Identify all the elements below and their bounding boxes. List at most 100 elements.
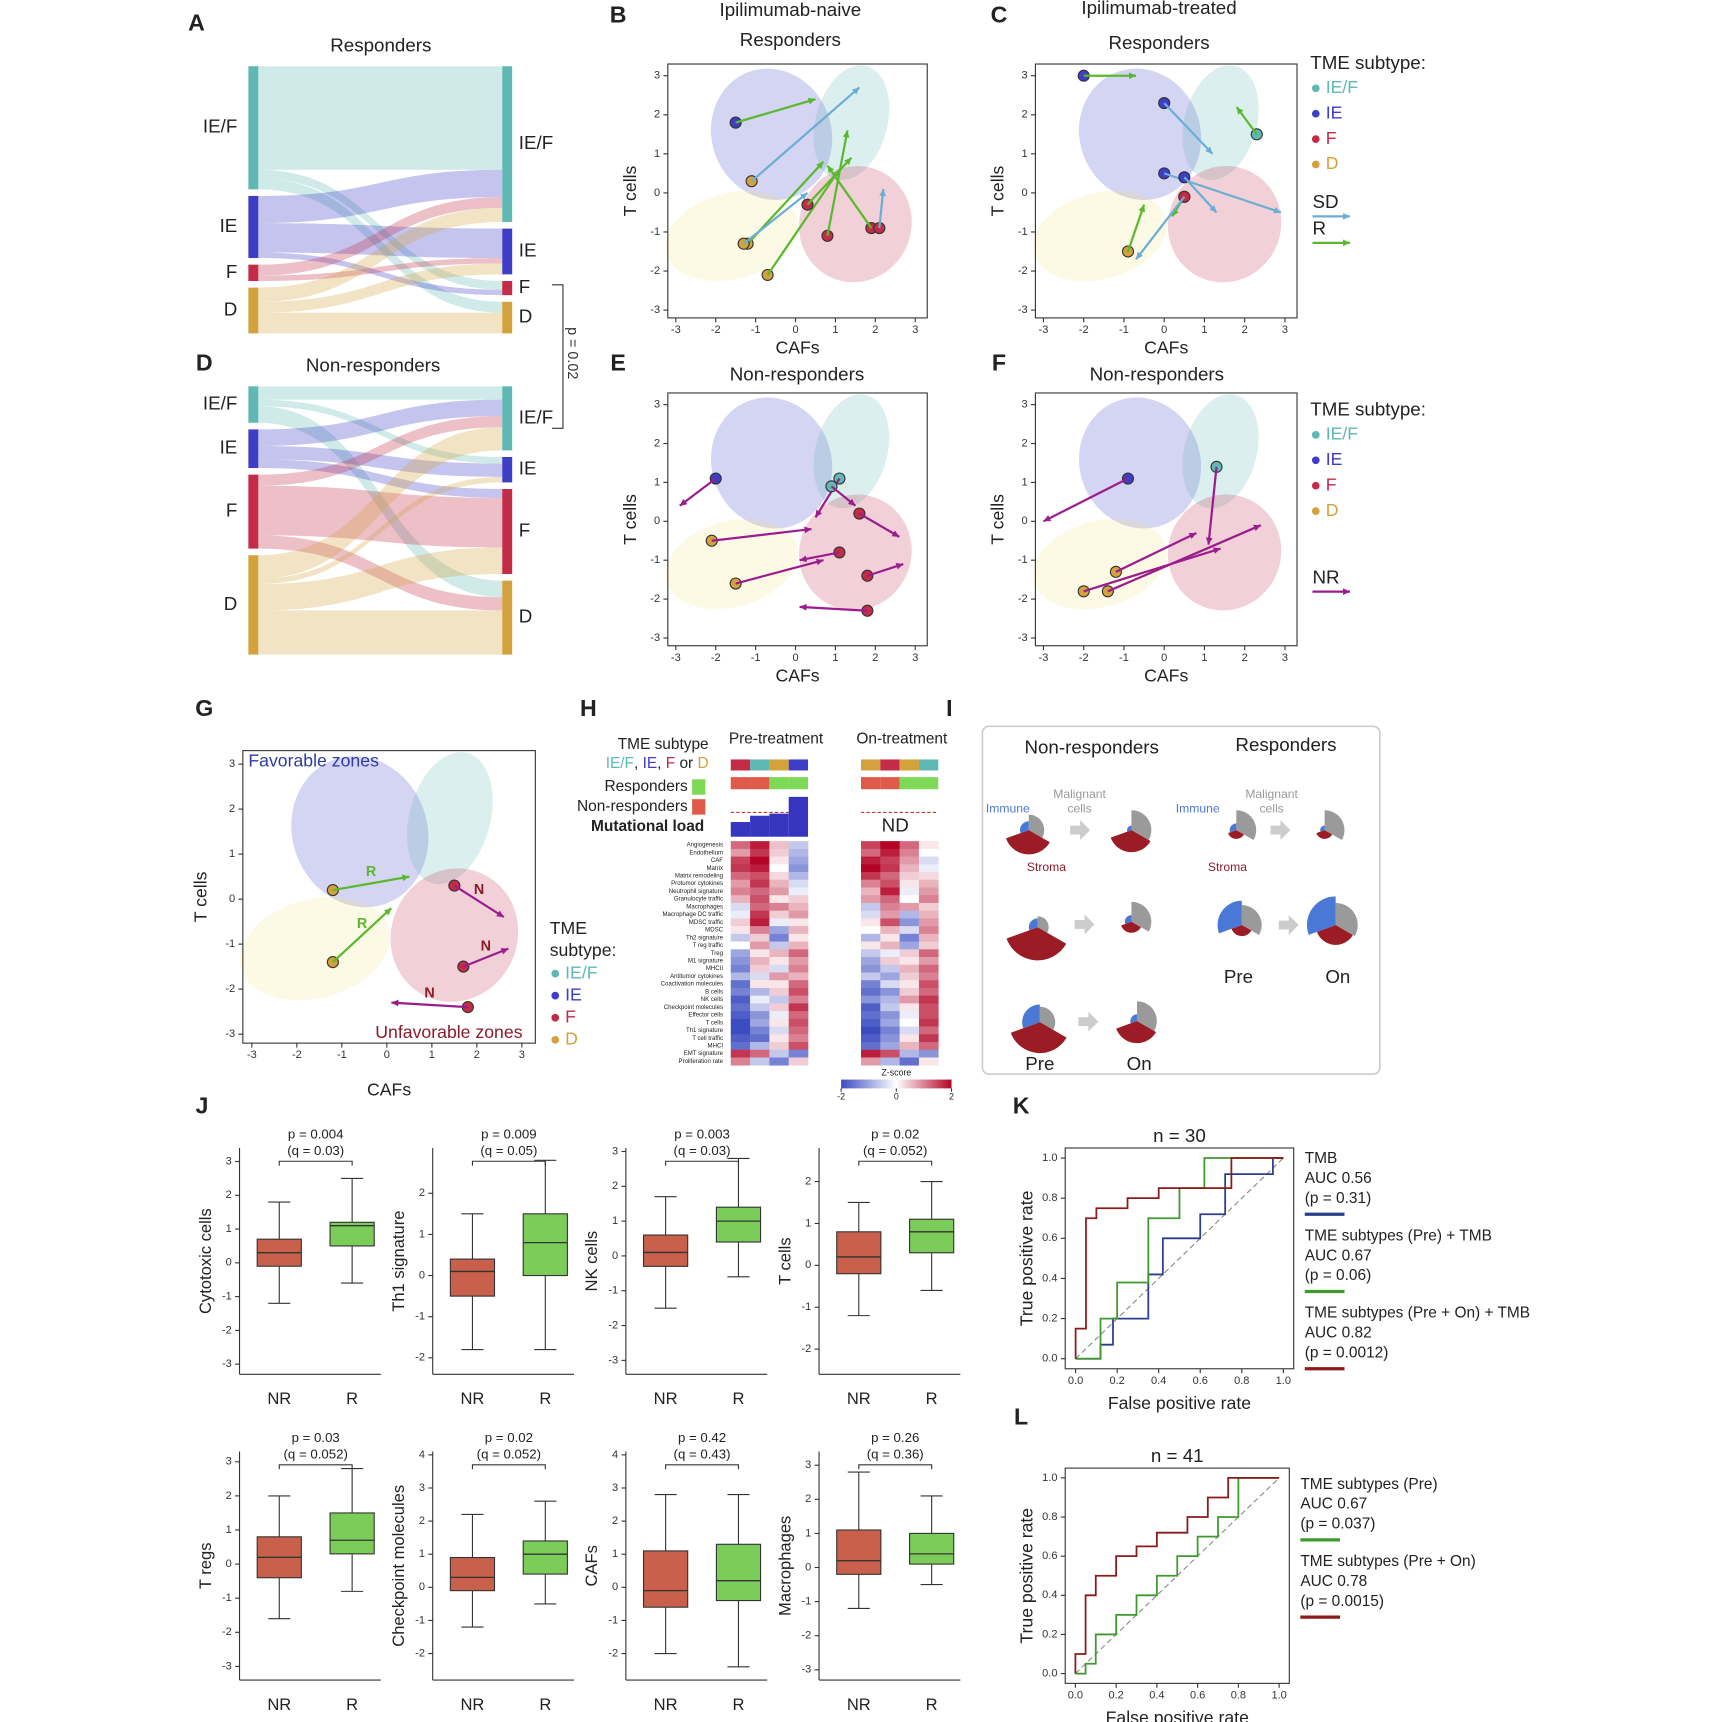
y-tick-label: 2 (229, 803, 235, 815)
heat-cell (880, 1026, 900, 1035)
legend-p: (p = 0.0015) (1300, 1593, 1384, 1610)
heat-cell (788, 1057, 809, 1066)
q-value: (q = 0.36) (867, 1446, 924, 1461)
node-label: IE (519, 458, 537, 479)
row-label: Effector cells (688, 1013, 723, 1019)
legend-label: TME subtypes (Pre + On) + TMB (1305, 1305, 1530, 1322)
heat-cell (918, 972, 939, 981)
arrow-head (1136, 251, 1143, 260)
load-bar (750, 815, 770, 837)
arrow (711, 527, 812, 542)
y-axis-label: Th1 signature (389, 1211, 408, 1312)
panel-title: Non-responders (306, 354, 440, 375)
heat-cell (730, 1049, 751, 1058)
heat-cell (788, 848, 809, 857)
x-tick-label: 3 (519, 1049, 525, 1061)
flow (258, 223, 503, 259)
heat-cell (899, 856, 920, 865)
wedge (1335, 902, 1358, 937)
y-tick-label: -2 (650, 265, 660, 277)
node-label: IE (519, 239, 537, 260)
legend-title: TME (550, 918, 587, 938)
y-tick-label: -3 (650, 304, 660, 316)
y-axis-label: True positive rate (1016, 1508, 1036, 1644)
heat-cell (918, 856, 939, 865)
subtype-line: IE/F, IE, F or D (606, 755, 709, 772)
y-tick-label: 1 (805, 1217, 811, 1229)
legend-item: D (1326, 500, 1339, 520)
y-tick-label: -2 (1018, 593, 1028, 605)
heat-cell (750, 1003, 770, 1012)
heat-cell (899, 1042, 920, 1051)
panel-letter: A (188, 9, 205, 35)
x-tick-label: NR (267, 1695, 291, 1714)
y-tick-label: 2 (226, 1189, 232, 1201)
node (502, 301, 513, 334)
zone (239, 896, 390, 1001)
arrow-head (496, 910, 504, 918)
panel-letter: I (946, 695, 952, 721)
p-value: p = 0.03 (292, 1430, 340, 1445)
response-cell (769, 777, 789, 790)
heat-cell (730, 856, 751, 865)
heat-cell (918, 949, 939, 958)
label: TME subtype (618, 736, 709, 753)
x-tick-label: NR (654, 1695, 678, 1714)
legend-item: IE (1326, 449, 1343, 469)
wedge (1037, 916, 1049, 933)
y-tick-label: 0.4 (1042, 1589, 1057, 1601)
heat-cell (788, 1034, 809, 1043)
y-tick-label: 1 (1022, 148, 1028, 160)
heat-cell (880, 872, 900, 881)
y-tick-label: -2 (608, 1319, 618, 1331)
x-tick-label: 0.4 (1149, 1689, 1164, 1701)
row-label: Endothelium (689, 850, 723, 856)
wedge (1005, 830, 1050, 855)
x-axis-label: CAFs (367, 1079, 411, 1099)
wedge (1022, 1004, 1040, 1029)
zone (710, 68, 833, 200)
heat-cell (788, 1003, 809, 1012)
heat-cell (918, 926, 939, 935)
arrow (742, 192, 809, 245)
heat-cell (880, 902, 900, 912)
node-label: F (226, 261, 237, 282)
x-tick-label: 0 (384, 1049, 390, 1061)
arrow-head (815, 509, 822, 518)
node-label: IE/F (203, 116, 237, 137)
heat-cell (861, 918, 881, 927)
arrow (799, 605, 868, 612)
heat-cell (730, 972, 751, 981)
heat-cell (899, 933, 920, 942)
heat-cell (730, 964, 751, 973)
heat-cell (788, 957, 809, 966)
legend-dot (1311, 481, 1320, 490)
heat-cell (899, 872, 920, 881)
heat-cell (861, 933, 881, 942)
x-tick-label: -2 (711, 324, 721, 336)
heat-cell (730, 926, 751, 935)
plot-frame (667, 392, 928, 647)
x-tick-label: NR (267, 1389, 291, 1408)
flow (258, 406, 503, 598)
heat-cell (880, 957, 900, 966)
heat-cell (899, 879, 920, 888)
arrow-label: R (357, 916, 368, 932)
p-value: p = 0.02 (871, 1126, 919, 1141)
zone (407, 752, 493, 885)
flow (258, 485, 503, 548)
arrow (806, 157, 853, 206)
y-tick-label: -2 (802, 1630, 812, 1642)
y-tick-label: -1 (225, 938, 235, 950)
legend-item: IE/F (1326, 77, 1359, 97)
y-tick-label: 3 (612, 1145, 618, 1157)
part-label: Malignant (1245, 787, 1298, 801)
y-tick-label: -2 (222, 1324, 232, 1336)
heat-cell (750, 864, 770, 873)
y-axis-label: CAFs (582, 1545, 601, 1586)
wedge (1131, 901, 1152, 932)
heat-cell (769, 848, 790, 857)
arrow (735, 559, 824, 585)
heat-cell (861, 841, 881, 850)
heat-cell (730, 1018, 751, 1027)
